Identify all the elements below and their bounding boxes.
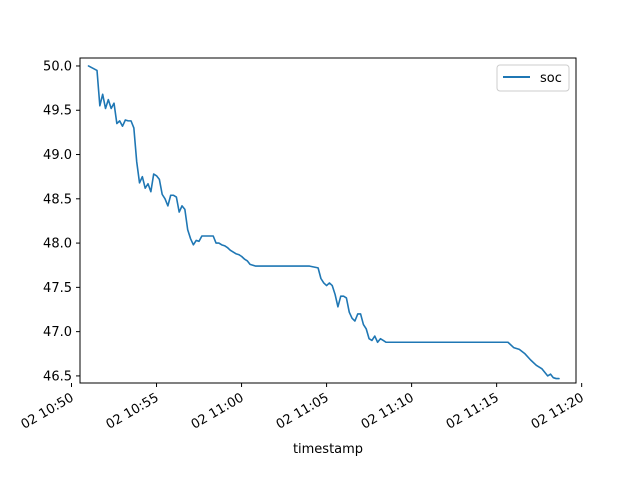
x-axis-label: timestamp — [293, 442, 363, 457]
y-tick-label: 48.5 — [43, 192, 72, 207]
series-line-soc — [87, 65, 560, 380]
plot-area — [87, 65, 560, 380]
y-tick-label: 46.5 — [43, 369, 72, 384]
y-axis: 46.5 47.0 47.5 48.0 48.5 49.0 49.5 50.0 — [43, 59, 80, 384]
y-tick-label: 49.0 — [43, 148, 72, 163]
legend: soc — [496, 64, 570, 92]
legend-box — [496, 64, 570, 92]
y-tick-label: 48.0 — [43, 237, 72, 252]
axes-frame — [79, 57, 577, 384]
y-tick-label: 47.5 — [43, 281, 72, 296]
y-tick-label: 49.5 — [43, 104, 72, 119]
legend-label-soc: soc — [540, 71, 562, 86]
y-tick-label: 47.0 — [43, 325, 72, 340]
y-tick-label: 50.0 — [43, 59, 72, 74]
